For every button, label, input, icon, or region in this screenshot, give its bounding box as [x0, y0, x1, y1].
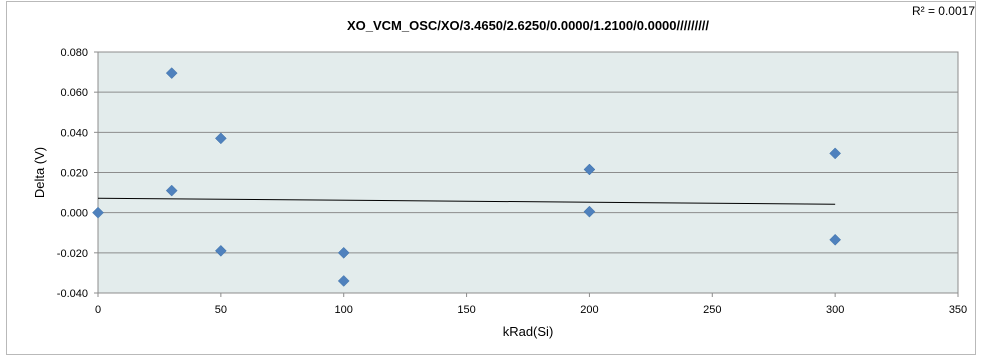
data-point: [829, 233, 841, 246]
data-point: [583, 163, 596, 176]
data-point: [337, 246, 350, 259]
data-point: [583, 205, 596, 218]
trendline: [97, 197, 836, 205]
x-tick-label: 150: [457, 304, 475, 316]
x-tick-label: 100: [335, 304, 353, 316]
x-axis-label: kRad(Si): [503, 324, 554, 339]
data-point: [829, 147, 841, 160]
x-tick-label: 350: [949, 304, 967, 316]
data-point: [165, 67, 178, 79]
y-tick-label: 0.060: [60, 87, 88, 99]
data-point: [215, 244, 227, 257]
y-tick-label: -0.020: [57, 248, 88, 260]
y-tick-label: 0.020: [60, 168, 88, 180]
data-point: [165, 184, 178, 197]
x-tick-label: 200: [580, 304, 598, 316]
y-tick-label: 0.080: [60, 47, 88, 59]
y-axis-label: Delta (V): [32, 147, 47, 198]
y-tick-label: 0.000: [60, 208, 88, 220]
chart-title: XO_VCM_OSC/XO/3.4650/2.6250/0.0000/1.210…: [346, 18, 710, 33]
x-tick-label: 250: [703, 304, 721, 316]
data-point: [215, 132, 227, 145]
r-squared-label: R² = 0.0017: [911, 4, 975, 18]
data-point: [92, 206, 104, 219]
y-tick-label: 0.040: [60, 127, 88, 139]
y-tick-label: -0.040: [57, 288, 88, 300]
x-tick-label: 50: [215, 304, 227, 316]
x-tick-label: 0: [95, 304, 101, 316]
data-point: [337, 275, 350, 287]
x-tick-label: 300: [826, 304, 844, 316]
